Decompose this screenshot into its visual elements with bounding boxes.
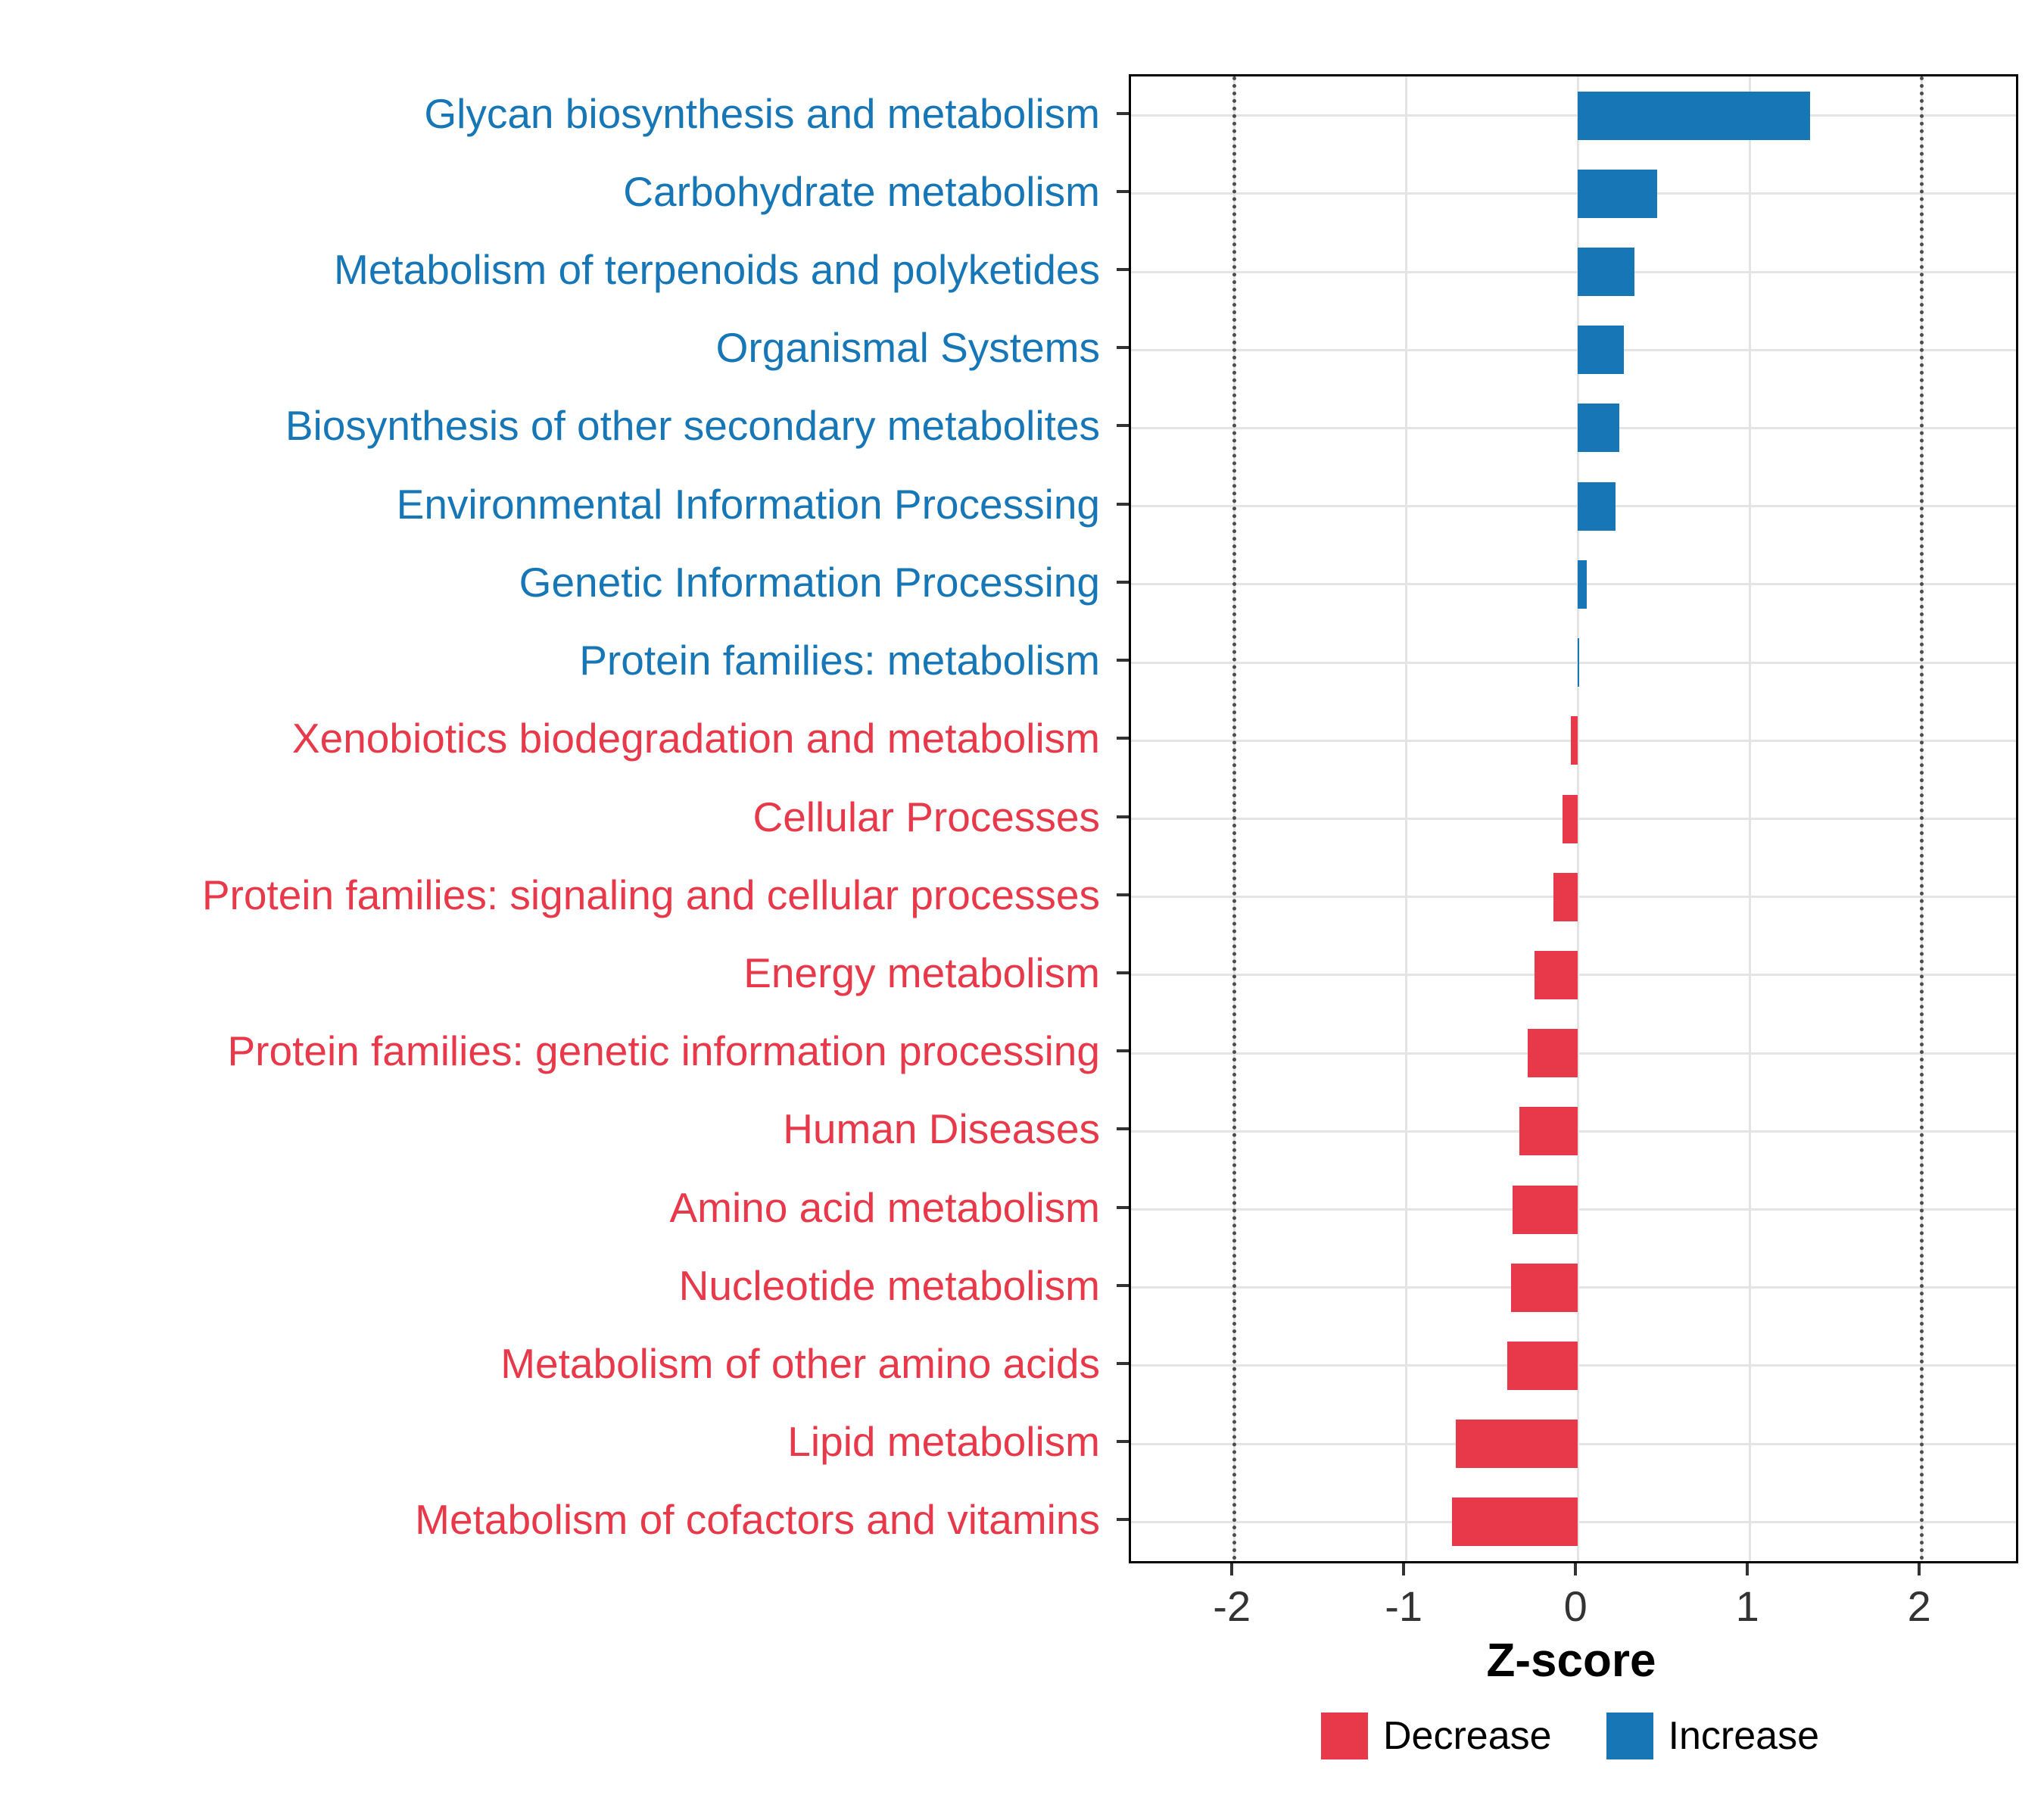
y-axis-tick: [1117, 1205, 1129, 1209]
category-label: Metabolism of cofactors and vitamins: [415, 1496, 1100, 1544]
category-label: Human Diseases: [783, 1105, 1100, 1153]
bar: [1510, 1263, 1578, 1312]
y-axis-tick: [1117, 1440, 1129, 1444]
category-label: Protein families: signaling and cellular…: [201, 871, 1100, 918]
legend-label: Decrease: [1383, 1714, 1552, 1758]
legend-item: Increase: [1606, 1713, 1819, 1759]
bar: [1578, 638, 1580, 687]
x-axis-tick-label: -2: [1213, 1582, 1251, 1630]
horizontal-gridline: [1131, 583, 2016, 586]
reference-line-dotted: [1232, 76, 1236, 1561]
category-label: Energy metabolism: [743, 949, 1100, 996]
bar: [1578, 404, 1619, 453]
bar: [1578, 169, 1657, 218]
category-label: Glycan biosynthesis and metabolism: [424, 89, 1100, 137]
x-axis-tick: [1402, 1563, 1406, 1575]
y-axis-tick: [1117, 815, 1129, 818]
bar: [1519, 1107, 1578, 1156]
legend-item: Decrease: [1321, 1713, 1552, 1759]
y-axis-tick: [1117, 659, 1129, 662]
category-label: Amino acid metabolism: [669, 1183, 1100, 1231]
x-axis-tick: [1918, 1563, 1921, 1575]
bar: [1578, 91, 1810, 140]
y-axis-tick: [1117, 189, 1129, 193]
legend-swatch: [1606, 1713, 1653, 1759]
x-axis-tick: [1574, 1563, 1578, 1575]
horizontal-gridline: [1131, 661, 2016, 664]
y-axis-tick: [1117, 1283, 1129, 1287]
category-label: Organismal Systems: [715, 324, 1100, 372]
category-label: Biosynthesis of other secondary metaboli…: [285, 402, 1100, 450]
horizontal-gridline: [1131, 192, 2016, 195]
bar: [1553, 872, 1578, 921]
category-label: Metabolism of other amino acids: [500, 1339, 1100, 1387]
y-axis-tick: [1117, 580, 1129, 584]
x-axis-tick-label: 0: [1563, 1582, 1588, 1630]
x-axis-tick-label: 2: [1907, 1582, 1931, 1630]
y-axis-tick: [1117, 424, 1129, 428]
vertical-gridline: [1576, 76, 1579, 1561]
category-label: Protein families: genetic information pr…: [227, 1027, 1100, 1075]
x-axis-title: Z-score: [1486, 1635, 1656, 1687]
bar: [1578, 559, 1587, 609]
x-axis-tick: [1746, 1563, 1750, 1575]
category-label: Genetic Information Processing: [519, 558, 1100, 606]
category-label: Xenobiotics biodegradation and metabolis…: [291, 715, 1100, 762]
legend-swatch: [1321, 1713, 1368, 1759]
y-axis-tick: [1117, 971, 1129, 974]
bar: [1456, 1420, 1578, 1469]
y-axis-tick: [1117, 346, 1129, 350]
bar: [1512, 1185, 1578, 1234]
plot-panel: [1129, 74, 2018, 1563]
bar: [1528, 1029, 1578, 1078]
horizontal-gridline: [1131, 348, 2016, 351]
reference-line-dotted: [1919, 76, 1924, 1561]
category-label: Environmental Information Processing: [396, 480, 1100, 528]
y-axis-tick: [1117, 1127, 1129, 1131]
y-axis-tick: [1117, 737, 1129, 740]
category-label: Metabolism of terpenoids and polyketides: [334, 246, 1100, 294]
horizontal-gridline: [1131, 270, 2016, 273]
legend: Decrease Increase: [1321, 1713, 1819, 1759]
bar: [1578, 248, 1635, 297]
x-axis-tick: [1230, 1563, 1234, 1575]
bar: [1507, 1341, 1578, 1390]
horizontal-gridline: [1131, 505, 2016, 508]
horizontal-gridline: [1131, 426, 2016, 429]
bar: [1562, 794, 1578, 843]
vertical-gridline: [1748, 76, 1751, 1561]
horizontal-gridline: [1131, 114, 2016, 117]
y-axis-tick: [1117, 111, 1129, 115]
y-axis-tick: [1117, 502, 1129, 506]
category-label: Carbohydrate metabolism: [623, 167, 1100, 215]
category-label: Nucleotide metabolism: [678, 1261, 1100, 1309]
y-axis-tick: [1117, 1518, 1129, 1522]
category-label: Lipid metabolism: [787, 1418, 1100, 1466]
legend-label: Increase: [1668, 1714, 1820, 1758]
bar: [1578, 482, 1616, 531]
y-axis-tick: [1117, 268, 1129, 272]
x-axis-tick-label: 1: [1735, 1582, 1759, 1630]
bar: [1571, 716, 1578, 765]
bar: [1535, 950, 1578, 999]
bar: [1452, 1498, 1578, 1547]
bar: [1578, 326, 1625, 375]
category-label: Cellular Processes: [752, 793, 1100, 840]
x-axis-tick-label: -1: [1385, 1582, 1423, 1630]
y-axis-tick: [1117, 1049, 1129, 1053]
vertical-gridline: [1404, 76, 1407, 1561]
y-axis-tick: [1117, 1361, 1129, 1365]
y-axis-tick: [1117, 893, 1129, 896]
category-label: Protein families: metabolism: [579, 637, 1100, 684]
